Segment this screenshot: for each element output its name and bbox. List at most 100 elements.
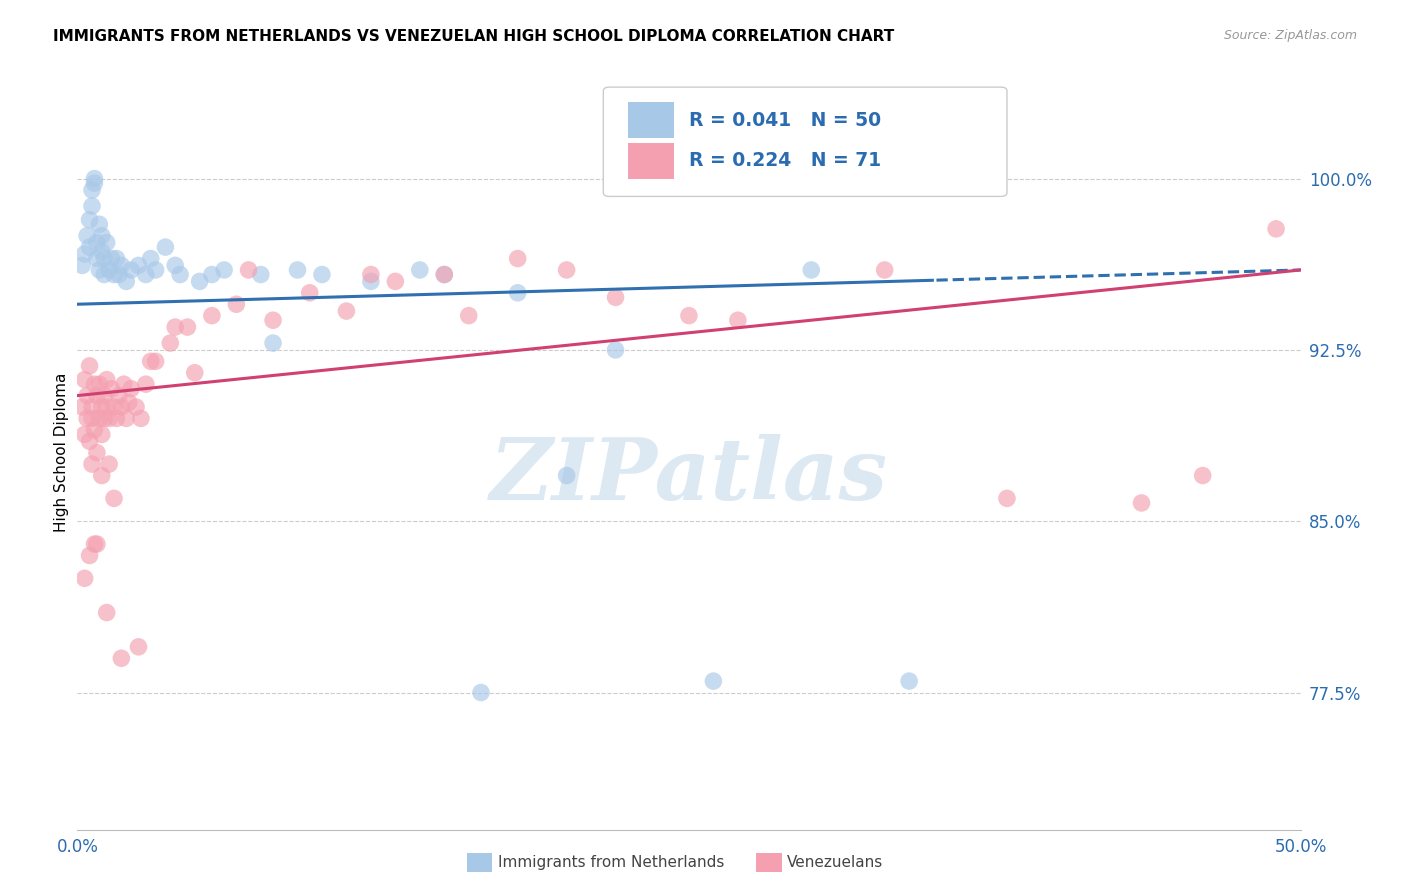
Point [135,268,157,282]
Point [80,183,103,197]
Point [112,377,135,392]
Point [79,549,101,563]
Point [83,423,105,437]
Point [115,274,138,288]
Point [80,199,103,213]
Text: Venezuelans: Venezuelans [787,855,883,870]
Point [93,411,115,425]
Point [212,263,235,277]
Point [86,445,108,459]
Point [360,268,382,282]
Point [169,268,191,282]
Point [898,674,921,689]
Text: ZIPatlas: ZIPatlas [489,434,889,517]
Point [145,263,167,277]
Point [96,235,118,250]
Bar [628,143,675,179]
Point [470,685,492,699]
Point [70,400,93,414]
Point [100,252,122,266]
Point [73,247,96,261]
Point [702,674,724,689]
Point [73,373,96,387]
Point [135,377,157,392]
Point [76,388,98,402]
FancyBboxPatch shape [603,87,1007,196]
Point [90,468,112,483]
Point [506,252,529,266]
Point [105,252,128,266]
Point [98,263,121,277]
Point [93,268,115,282]
Point [103,491,125,506]
Point [93,252,115,266]
Point [96,373,118,387]
Point [127,640,149,654]
Point [409,263,432,277]
Point [605,290,627,304]
Point [605,343,627,357]
Point [1130,496,1153,510]
Text: IMMIGRANTS FROM NETHERLANDS VS VENEZUELAN HIGH SCHOOL DIPLOMA CORRELATION CHART: IMMIGRANTS FROM NETHERLANDS VS VENEZUELA… [53,29,894,44]
Point [90,400,112,414]
Point [298,285,321,300]
Point [79,240,101,254]
Point [83,537,105,551]
Point [262,313,284,327]
Point [103,268,125,282]
Point [86,252,108,266]
Point [555,468,578,483]
Point [120,263,142,277]
Text: Immigrants from Netherlands: Immigrants from Netherlands [498,855,724,870]
Point [93,388,115,402]
Point [139,354,162,368]
Point [96,400,118,414]
Point [89,217,111,231]
Point [73,571,96,585]
Point [184,366,207,380]
Point [165,259,187,273]
Point [76,228,98,243]
Point [73,427,96,442]
Point [384,274,406,288]
Point [800,263,823,277]
Point [238,263,260,277]
Point [433,268,456,282]
Point [89,377,111,392]
Point [1265,222,1288,236]
Point [159,336,181,351]
Point [90,244,112,259]
Point [125,400,148,414]
Point [89,411,111,425]
Point [80,400,103,414]
Point [100,382,122,396]
Point [110,651,132,665]
Point [155,240,177,254]
Point [995,491,1018,506]
Point [262,336,284,351]
Point [311,268,333,282]
Point [120,382,142,396]
Point [96,606,118,620]
Point [225,297,247,311]
Point [86,235,108,250]
Text: R = 0.224   N = 71: R = 0.224 N = 71 [689,152,882,170]
Point [506,285,529,300]
Point [201,268,224,282]
Point [335,304,357,318]
Point [98,457,121,471]
Point [176,320,198,334]
Point [165,320,187,334]
Point [360,274,382,288]
Point [110,400,132,414]
Bar [628,103,675,138]
Point [287,263,309,277]
Point [127,259,149,273]
Point [139,252,162,266]
Point [188,274,211,288]
Point [457,309,479,323]
Point [86,537,108,551]
Point [1191,468,1213,483]
Text: Source: ZipAtlas.com: Source: ZipAtlas.com [1223,29,1357,42]
Point [98,411,121,425]
